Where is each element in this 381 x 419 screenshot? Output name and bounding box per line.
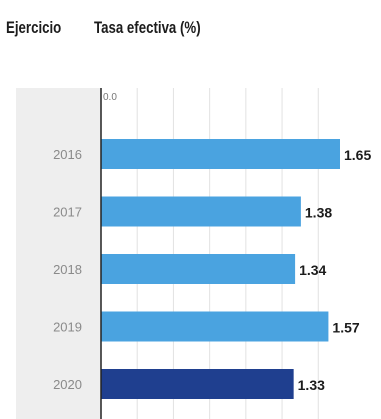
category-bands — [16, 88, 101, 419]
value-label-2018: 1.34 — [299, 262, 326, 278]
column-header-year: Ejercicio — [6, 18, 62, 37]
bar-2016 — [101, 139, 340, 169]
category-band — [16, 88, 101, 419]
category-label-2018: 2018 — [53, 262, 82, 277]
value-labels: 1.65 1.38 1.34 1.57 1.33 — [298, 147, 372, 393]
category-label-2020: 2020 — [53, 377, 82, 392]
value-label-2016: 1.65 — [344, 147, 371, 163]
column-header-rate: Tasa efectiva (%) — [94, 18, 201, 37]
axis-origin-label: 0.0 — [103, 92, 117, 103]
category-label-2019: 2019 — [53, 320, 82, 335]
bar-2017 — [101, 196, 301, 227]
category-label-2016: 2016 — [53, 147, 82, 162]
value-label-2019: 1.57 — [332, 320, 359, 336]
value-label-2017: 1.38 — [305, 205, 332, 221]
bar-2020 — [101, 369, 294, 399]
bar-2019 — [101, 311, 329, 342]
category-labels: 2016 2017 2018 2019 2020 — [53, 147, 82, 392]
category-label-2017: 2017 — [53, 205, 82, 220]
value-label-2020: 1.33 — [298, 377, 325, 393]
bars — [101, 139, 340, 399]
bar-2018 — [101, 254, 296, 284]
